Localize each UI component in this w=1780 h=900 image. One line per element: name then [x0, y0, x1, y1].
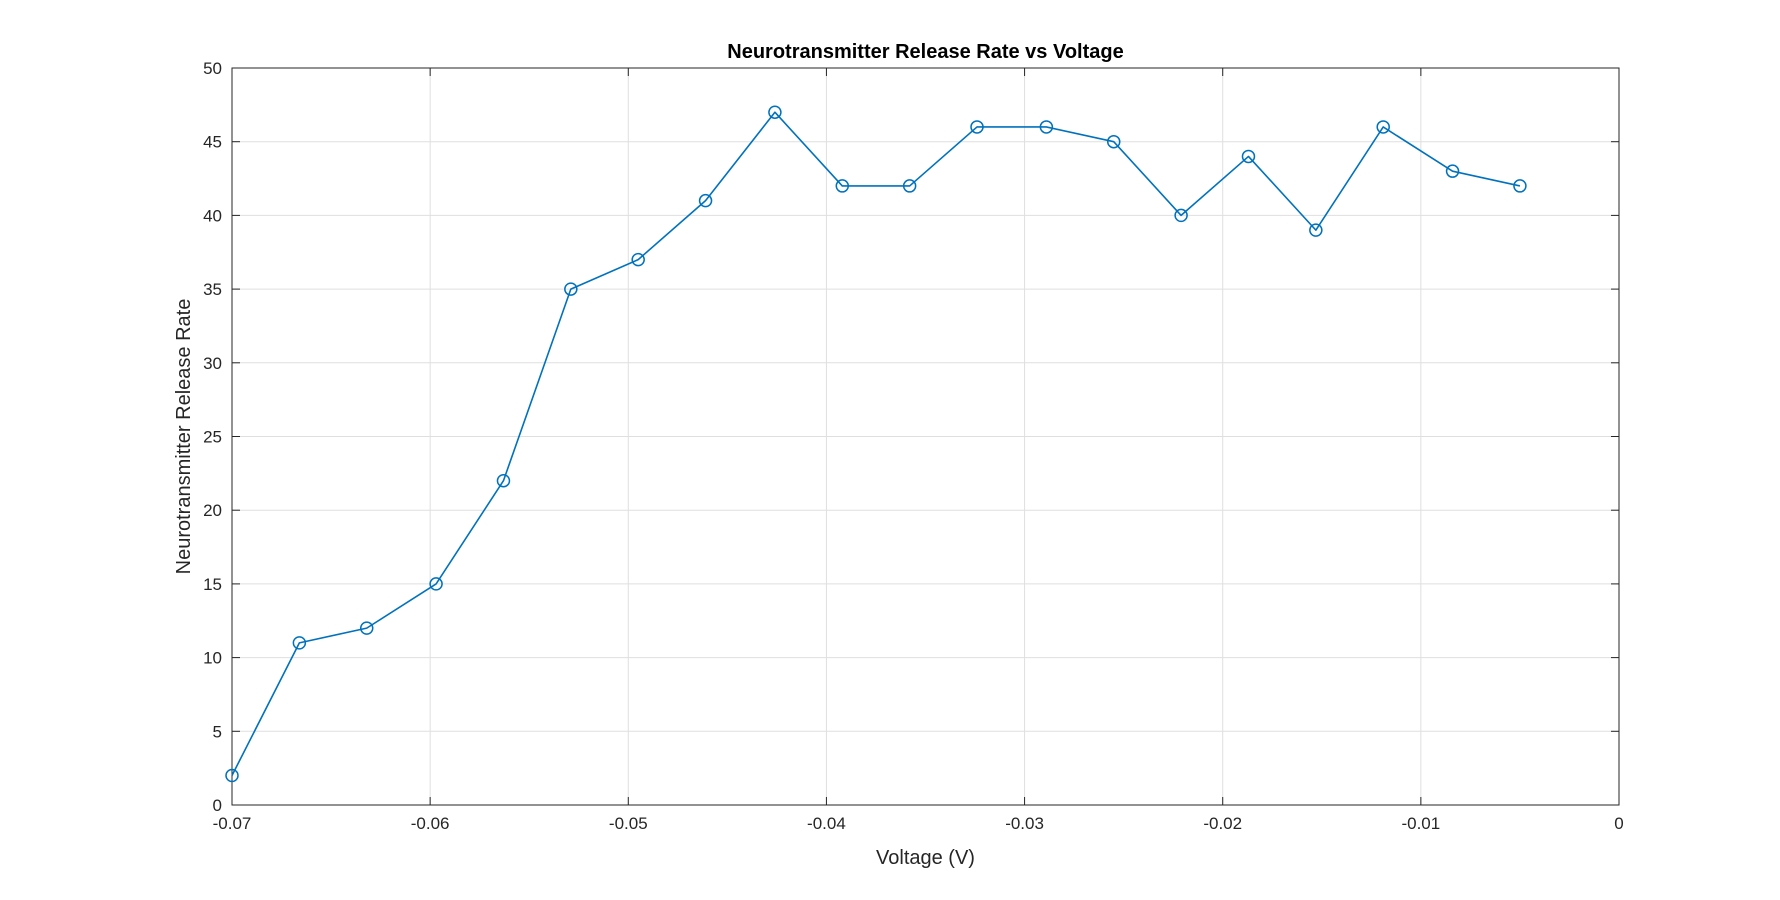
x-tick-label: -0.01 [1401, 814, 1440, 833]
data-point [1445, 164, 1460, 178]
x-tick-label: -0.06 [411, 814, 450, 833]
x-axis-label: Voltage (V) [876, 847, 975, 869]
data-point [359, 621, 374, 635]
x-tick-label: 0 [1614, 814, 1623, 833]
data-point [768, 105, 782, 119]
series-line [231, 111, 1521, 776]
data-point [835, 179, 850, 193]
data-point [902, 179, 917, 193]
x-tick-label: -0.02 [1203, 814, 1242, 833]
y-tick-label: 10 [203, 649, 222, 668]
data-point [225, 768, 239, 783]
x-tick-labels: -0.07 -0.06 -0.05 -0.04 -0.03 -0.02 -0.01 0 [213, 814, 1624, 833]
data-point [1309, 223, 1323, 237]
y-tick-label: 50 [203, 59, 222, 78]
data-point [564, 282, 578, 296]
data-point [1241, 149, 1256, 164]
y-tick-label: 20 [203, 501, 222, 520]
y-tick-label: 0 [213, 796, 222, 815]
x-tick-label: -0.03 [1005, 814, 1044, 833]
y-tick-labels: 0 5 10 15 20 25 30 35 40 45 50 [203, 59, 222, 815]
x-tick-label: -0.07 [213, 814, 252, 833]
data-point [970, 120, 984, 134]
data-point [1513, 179, 1527, 193]
plot-area-frame [231, 67, 1620, 806]
data-point [292, 636, 307, 650]
y-tick-label: 15 [203, 575, 222, 594]
x-tick-label: -0.05 [609, 814, 648, 833]
data-point [1039, 120, 1054, 134]
series [225, 105, 1527, 783]
data-point [1106, 134, 1121, 149]
data-point [1376, 120, 1390, 134]
data-point [429, 577, 443, 591]
y-tick-label: 25 [203, 428, 222, 447]
y-tick-label: 40 [203, 206, 222, 225]
y-tick-label: 30 [203, 354, 222, 373]
y-tick-label: 5 [213, 722, 222, 741]
y-tick-label: 35 [203, 280, 222, 299]
y-axis-label: Neurotransmitter Release Rate [173, 299, 195, 575]
data-point [1174, 208, 1188, 223]
x-tick-label: -0.04 [807, 814, 846, 833]
y-tick-label: 45 [203, 133, 222, 152]
data-point [496, 473, 511, 488]
data-point [631, 252, 645, 267]
chart-title: Neurotransmitter Release Rate vs Voltage [727, 41, 1123, 63]
data-point [698, 193, 713, 208]
